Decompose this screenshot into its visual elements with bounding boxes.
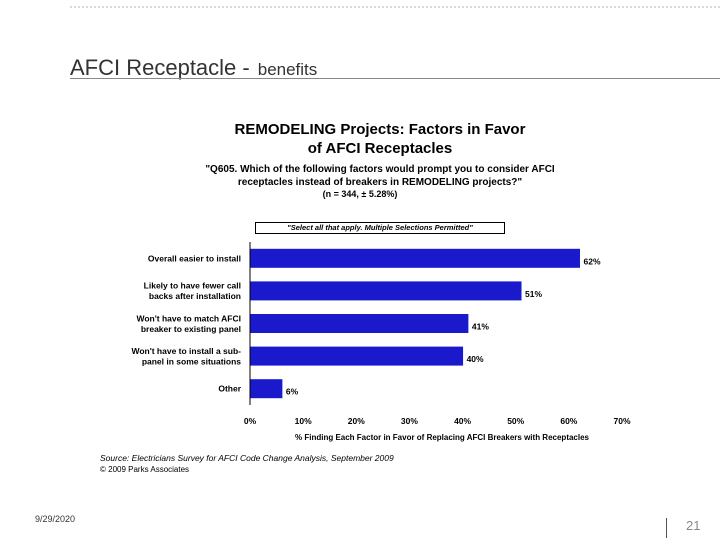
x-tick-label-7: 70% — [613, 416, 630, 426]
slide-title-main: AFCI Receptacle - — [70, 55, 250, 80]
data-label-3: 40% — [467, 354, 484, 364]
chart-title-line1: REMODELING Projects: Factors in Favor — [234, 121, 526, 138]
selection-note: "Select all that apply. Multiple Selecti… — [255, 222, 505, 234]
slide-title-sub: benefits — [257, 60, 318, 79]
slide-title: AFCI Receptacle - benefits — [70, 54, 317, 84]
category-label-4-0: Other — [218, 384, 241, 394]
bar-3 — [250, 346, 464, 366]
chart-title-line2: of AFCI Receptacles — [307, 140, 453, 157]
data-label-2: 41% — [472, 322, 489, 332]
bar-1 — [250, 281, 522, 301]
sample-size: (n = 344, ± 5.28%) — [322, 189, 398, 199]
survey-question-line1: "Q605. Which of the following factors wo… — [205, 164, 555, 175]
category-label-3-0: Won't have to install a sub- — [131, 346, 241, 356]
title-underline — [70, 78, 720, 79]
x-tick-label-3: 30% — [401, 416, 418, 426]
x-tick-label-0: 0% — [244, 416, 257, 426]
page-number-divider — [666, 518, 667, 538]
x-tick-label-5: 50% — [507, 416, 524, 426]
category-label-0-0: Overall easier to install — [148, 253, 241, 263]
category-label-1-0: Likely to have fewer call — [144, 281, 241, 291]
bar-2 — [250, 314, 469, 333]
category-label-2-0: Won't have to match AFCI — [137, 313, 242, 323]
survey-question: "Q605. Which of the following factors wo… — [160, 163, 600, 189]
data-label-1: 51% — [525, 289, 542, 299]
source-note: Source: Electricians Survey for AFCI Cod… — [100, 453, 394, 463]
data-label-0: 62% — [583, 256, 600, 266]
data-label-4: 6% — [286, 387, 299, 397]
top-dotted-rule — [70, 6, 720, 8]
survey-question-line2: receptacles instead of breakers in REMOD… — [237, 177, 523, 188]
category-label-2-1: breaker to existing panel — [141, 324, 241, 334]
bar-0 — [250, 248, 580, 268]
x-tick-label-2: 20% — [348, 416, 365, 426]
chart-title: REMODELING Projects: Factors in Favor of… — [180, 120, 580, 158]
category-label-1-1: backs after installation — [149, 291, 241, 301]
x-axis-title: % Finding Each Factor in Favor of Replac… — [295, 433, 590, 442]
bar-4 — [250, 379, 283, 399]
x-tick-label-1: 10% — [295, 416, 312, 426]
category-label-3-1: panel in some situations — [142, 356, 241, 366]
x-tick-label-6: 60% — [560, 416, 577, 426]
x-tick-label-4: 40% — [454, 416, 471, 426]
slide-date: 9/29/2020 — [35, 514, 76, 524]
page-number: 21 — [686, 518, 701, 533]
copyright-note: © 2009 Parks Associates — [100, 465, 190, 474]
